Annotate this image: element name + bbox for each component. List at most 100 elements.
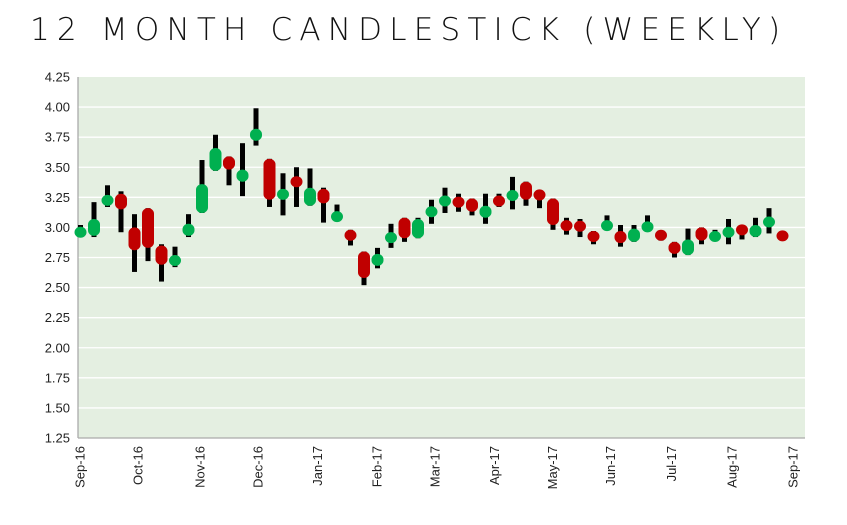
- candle-body-down: [520, 181, 532, 200]
- candle: [695, 227, 708, 245]
- candle: [250, 108, 262, 146]
- candle: [763, 208, 775, 234]
- candle-body-up: [628, 228, 640, 242]
- candle: [520, 181, 532, 206]
- candle-body-down: [695, 227, 708, 241]
- candle-wick: [307, 168, 313, 206]
- y-tick-label: 4.25: [45, 70, 70, 85]
- candle: [466, 198, 478, 216]
- y-tick-label: 3.25: [45, 190, 70, 205]
- candle: [277, 173, 289, 216]
- candle-body-up: [722, 226, 735, 238]
- candle: [344, 229, 357, 246]
- candle: [128, 214, 141, 272]
- candle: [641, 215, 654, 233]
- candle-body-up: [506, 190, 519, 202]
- candle-body-up: [425, 206, 438, 218]
- candle: [196, 160, 208, 213]
- x-tick-label: Sep-17: [785, 446, 800, 488]
- candle-body-up: [236, 169, 249, 182]
- candle-body-down: [358, 251, 370, 278]
- candle: [587, 230, 600, 245]
- x-tick-label: Jan-17: [310, 446, 325, 486]
- candle-body-up: [439, 195, 451, 207]
- candle: [142, 208, 154, 262]
- x-tick-label: Jun-17: [603, 446, 618, 486]
- candle-body-up: [749, 225, 762, 238]
- candle-body-down: [452, 196, 465, 208]
- candle: [668, 241, 681, 258]
- candle: [425, 199, 438, 224]
- candle: [655, 229, 667, 241]
- y-tick-label: 2.75: [45, 250, 70, 265]
- x-tick-label: Nov-16: [193, 446, 208, 488]
- candle: [371, 247, 384, 269]
- candle-wick: [253, 108, 259, 146]
- candle-body-down: [290, 176, 303, 188]
- candle-body-up: [277, 188, 289, 200]
- candle-body-up: [196, 184, 208, 213]
- candle-body-down: [263, 158, 276, 200]
- candle-body-up: [371, 253, 384, 266]
- candle: [182, 214, 195, 238]
- candle-body-up: [88, 218, 100, 236]
- candle-body-down: [155, 245, 168, 265]
- candle-body-down: [223, 156, 235, 170]
- x-tick-label: Aug-17: [725, 446, 740, 488]
- candle-body-down: [344, 229, 357, 241]
- candle-wick: [226, 156, 232, 186]
- y-tick-label: 3.50: [45, 160, 70, 175]
- candle-body-up: [709, 230, 721, 242]
- y-tick-label: 1.50: [45, 400, 70, 415]
- candle: [169, 246, 181, 268]
- candle: [776, 230, 789, 242]
- candle: [574, 218, 586, 238]
- candle: [74, 225, 87, 238]
- chart-title: 12 MONTH CANDLESTICK (WEEKLY): [30, 12, 788, 48]
- candle: [614, 225, 627, 247]
- candle-body-down: [128, 227, 141, 251]
- candle-body-down: [466, 198, 478, 212]
- candle: [709, 229, 721, 242]
- candle-body-up: [304, 187, 316, 206]
- candle-body-up: [682, 239, 694, 256]
- candle-body-up: [101, 194, 114, 206]
- x-tick-label: Apr-17: [487, 446, 502, 485]
- candle-body-down: [560, 220, 573, 232]
- candle-body-up: [641, 221, 654, 233]
- candle-body-down: [655, 229, 667, 241]
- candle-wick: [118, 191, 124, 233]
- candle-body-down: [317, 188, 330, 204]
- candle-body-down: [614, 231, 627, 244]
- y-tick-label: 3.00: [45, 220, 70, 235]
- y-tick-label: 3.75: [45, 130, 70, 145]
- candle: [736, 224, 748, 240]
- candle-body-down: [574, 220, 586, 232]
- candle: [547, 198, 559, 230]
- candle: [749, 217, 762, 238]
- candle: [479, 193, 492, 224]
- candle: [263, 158, 276, 207]
- y-tick-label: 4.00: [45, 100, 70, 115]
- x-tick-label: Jul-17: [664, 446, 679, 481]
- candle: [628, 225, 640, 242]
- x-tick-label: Mar-17: [428, 446, 443, 487]
- x-tick-label: May-17: [545, 446, 560, 489]
- candle: [331, 204, 343, 223]
- candle-body-up: [250, 128, 262, 141]
- x-tick-label: Feb-17: [370, 446, 385, 487]
- candle-body-down: [547, 198, 559, 226]
- candle-body-down: [668, 241, 681, 254]
- candle: [101, 185, 114, 207]
- candle-body-up: [209, 147, 222, 171]
- candle-body-up: [601, 220, 613, 232]
- candle-body-down: [493, 195, 505, 207]
- candle: [412, 217, 424, 239]
- candle-body-up: [74, 226, 87, 238]
- candle: [452, 193, 465, 212]
- y-tick-label: 2.25: [45, 310, 70, 325]
- candle: [155, 244, 168, 282]
- candle: [682, 228, 694, 256]
- candle: [209, 134, 222, 171]
